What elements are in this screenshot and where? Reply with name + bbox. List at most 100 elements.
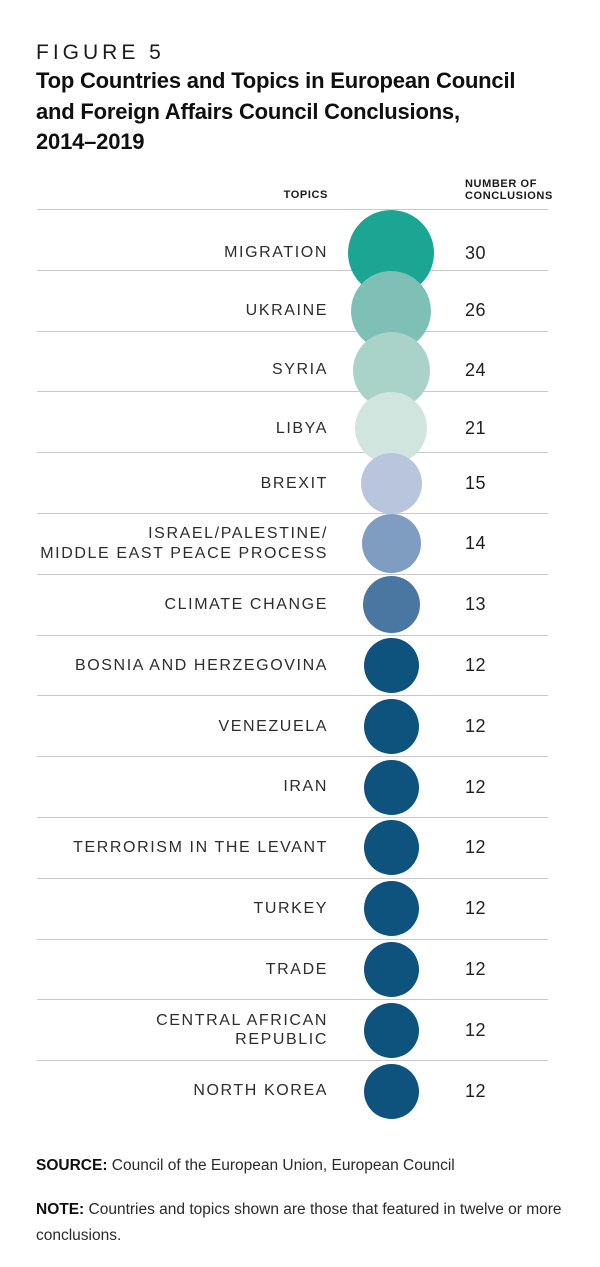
value-bubble bbox=[363, 820, 419, 876]
conclusions-count: 12 bbox=[465, 776, 487, 797]
value-bubble bbox=[363, 881, 419, 937]
topic-label-line-1: BREXIT bbox=[260, 474, 328, 492]
topic-label: CLIMATE CHANGE bbox=[37, 575, 328, 635]
topic-label-line-2: MIDDLE EAST PEACE PROCESS bbox=[40, 544, 328, 562]
column-header-number-line-2: CONCLUSIONS bbox=[465, 189, 553, 202]
topic-label: BOSNIA AND HERZEGOVINA bbox=[37, 636, 328, 696]
topic-label-line-2: REPUBLIC bbox=[235, 1031, 328, 1049]
chart-row: SYRIA 24 bbox=[37, 330, 548, 409]
column-header-number-of-conclusions: NUMBER OF CONCLUSIONS bbox=[465, 178, 553, 202]
topic-label: TERRORISM IN THE LEVANT bbox=[37, 818, 328, 878]
topic-label: TURKEY bbox=[37, 879, 328, 939]
conclusions-count: 24 bbox=[465, 359, 487, 380]
value-bubble bbox=[363, 759, 419, 815]
conclusions-count: 30 bbox=[465, 242, 487, 263]
topic-label: NORTH KOREA bbox=[37, 1061, 328, 1121]
value-bubble bbox=[355, 392, 427, 465]
topic-label-line-1: TRADE bbox=[265, 960, 328, 978]
bubble-cell bbox=[328, 453, 454, 515]
topic-label-line-1: BOSNIA AND HERZEGOVINA bbox=[74, 656, 328, 674]
value-bubble bbox=[363, 698, 419, 754]
topic-label: LIBYA bbox=[37, 392, 328, 464]
topic-label: BREXIT bbox=[37, 453, 328, 514]
topic-label-line-1: IRAN bbox=[283, 778, 328, 796]
topic-label-line-1: VENEZUELA bbox=[218, 717, 328, 735]
chart-row: ISRAEL/PALESTINE/ MIDDLE EAST PEACE PROC… bbox=[37, 512, 548, 574]
topic-label-line-1: ISRAEL/PALESTINE/ bbox=[148, 525, 328, 543]
note-line: NOTE: Countries and topics shown are tho… bbox=[36, 1197, 589, 1249]
value-bubble bbox=[363, 1063, 419, 1119]
topic-label-line-1: SYRIA bbox=[271, 361, 328, 379]
chart-row: CENTRAL AFRICAN REPUBLIC 12 bbox=[37, 999, 548, 1060]
conclusions-count: 26 bbox=[465, 300, 487, 321]
value-bubble bbox=[360, 453, 422, 515]
bubble-cell bbox=[328, 514, 454, 574]
chart-row: LIBYA 21 bbox=[37, 391, 548, 465]
chart-row: CLIMATE CHANGE 13 bbox=[37, 573, 548, 635]
topic-label: ISRAEL/PALESTINE/ MIDDLE EAST PEACE PROC… bbox=[37, 514, 328, 574]
chart-row: IRAN 12 bbox=[37, 756, 548, 817]
chart-row: UKRAINE 26 bbox=[37, 269, 548, 351]
source-line: SOURCE: Council of the European Union, E… bbox=[36, 1153, 576, 1179]
figure-title: Top Countries and Topics in European Cou… bbox=[36, 66, 515, 158]
chart-row: TERRORISM IN THE LEVANT 12 bbox=[37, 816, 548, 878]
note-label: NOTE: bbox=[36, 1201, 85, 1218]
value-bubble bbox=[363, 1002, 419, 1058]
conclusions-count: 12 bbox=[465, 898, 487, 919]
chart-row: TRADE 12 bbox=[37, 938, 548, 1000]
bubble-cell bbox=[328, 940, 454, 1000]
figure-title-line-3: 2014–2019 bbox=[36, 129, 145, 154]
note-text: Countries and topics shown are those tha… bbox=[36, 1201, 562, 1244]
topic-label: SYRIA bbox=[37, 332, 328, 409]
bubble-chart: MIGRATION 30 UKRAINE 26 SYRIA bbox=[37, 209, 548, 1121]
value-bubble bbox=[361, 514, 421, 574]
topic-label: UKRAINE bbox=[37, 271, 328, 351]
source-label: SOURCE: bbox=[36, 1157, 108, 1174]
topic-label-line-1: CLIMATE CHANGE bbox=[164, 595, 328, 613]
bubble-cell bbox=[328, 575, 454, 635]
value-bubble bbox=[362, 576, 420, 634]
topic-label-line-1: UKRAINE bbox=[245, 302, 328, 320]
bubble-cell bbox=[328, 1000, 454, 1060]
value-bubble bbox=[363, 637, 419, 693]
bubble-cell bbox=[328, 392, 454, 465]
bubble-cell bbox=[328, 757, 454, 817]
conclusions-count: 13 bbox=[465, 594, 487, 615]
bubble-cell bbox=[328, 696, 454, 756]
conclusions-count: 12 bbox=[465, 837, 487, 858]
topic-label: IRAN bbox=[37, 757, 328, 817]
chart-row: MIGRATION 30 bbox=[37, 209, 548, 296]
chart-row: BOSNIA AND HERZEGOVINA 12 bbox=[37, 634, 548, 696]
value-bubble bbox=[363, 941, 419, 997]
figure-number: FIGURE 5 bbox=[36, 41, 165, 64]
topic-label: MIGRATION bbox=[37, 210, 328, 296]
chart-row: NORTH KOREA 12 bbox=[37, 1060, 548, 1121]
topic-label-line-1: CENTRAL AFRICAN bbox=[156, 1011, 328, 1029]
topic-label-line-1: MIGRATION bbox=[224, 244, 328, 262]
topic-label: VENEZUELA bbox=[37, 696, 328, 756]
source-text: Council of the European Union, European … bbox=[107, 1157, 455, 1174]
chart-row: VENEZUELA 12 bbox=[37, 695, 548, 756]
topic-label-line-1: TURKEY bbox=[253, 899, 328, 917]
bubble-cell bbox=[328, 636, 454, 696]
bubble-cell bbox=[328, 879, 454, 939]
conclusions-count: 12 bbox=[465, 654, 487, 675]
chart-row: BREXIT 15 bbox=[37, 452, 548, 515]
topic-label: TRADE bbox=[37, 940, 328, 1000]
conclusions-count: 12 bbox=[465, 1080, 487, 1101]
chart-row: TURKEY 12 bbox=[37, 877, 548, 939]
conclusions-count: 15 bbox=[465, 473, 487, 494]
conclusions-count: 12 bbox=[465, 1019, 487, 1040]
column-header-topics: TOPICS bbox=[283, 189, 328, 201]
bubble-cell bbox=[328, 818, 454, 878]
conclusions-count: 12 bbox=[465, 958, 487, 979]
column-header-number-line-1: NUMBER OF bbox=[465, 178, 538, 190]
figure-title-line-2: and Foreign Affairs Council Conclusions, bbox=[36, 98, 460, 124]
bubble-cell bbox=[328, 1061, 454, 1121]
conclusions-count: 12 bbox=[465, 715, 487, 736]
conclusions-count: 21 bbox=[465, 417, 487, 438]
topic-label: CENTRAL AFRICAN REPUBLIC bbox=[37, 1000, 328, 1060]
topic-label-line-1: NORTH KOREA bbox=[193, 1082, 328, 1100]
conclusions-count: 14 bbox=[465, 533, 487, 554]
